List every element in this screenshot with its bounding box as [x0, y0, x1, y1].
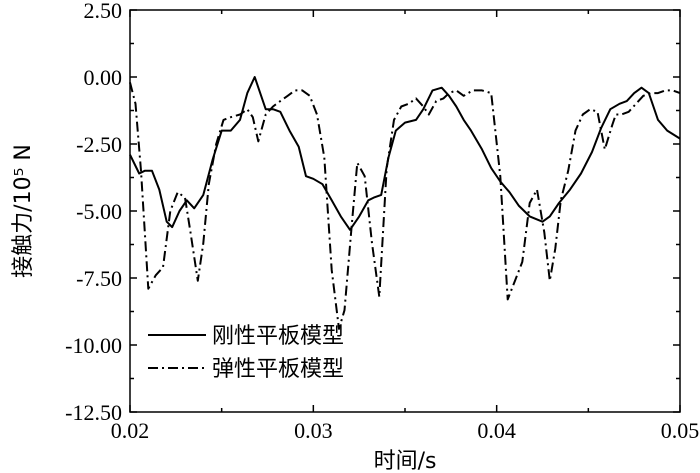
x-tick-label: 0.04 [477, 418, 516, 443]
x-axis-title: 时间/s [374, 449, 437, 473]
legend-label-elastic: 弹性平板模型 [212, 357, 344, 382]
x-axis-tick-labels: 0.02 0.03 0.04 0.05 [111, 418, 700, 443]
series-line-elastic [129, 82, 681, 330]
y-tick-label: -5.00 [76, 199, 122, 224]
y-tick-label: -2.50 [76, 132, 122, 157]
series-line-rigid [129, 76, 681, 231]
legend: 刚性平板模型 弹性平板模型 [148, 324, 344, 382]
y-tick-label: 0.00 [84, 65, 123, 90]
x-tick-label: 0.03 [294, 418, 333, 443]
plot-frame [129, 9, 681, 413]
x-tick-label: 0.02 [111, 418, 150, 443]
y-tick-label: 2.50 [84, 0, 123, 23]
x-tick-label: 0.05 [661, 418, 700, 443]
legend-label-rigid: 刚性平板模型 [212, 324, 344, 349]
y-axis-title: 接触力/10⁵ N [11, 144, 36, 278]
axis-ticks [129, 9, 681, 413]
y-tick-label: -10.00 [65, 333, 122, 358]
y-axis-tick-labels: 2.50 0.00 -2.50 -5.00 -7.50 -10.00 -12.50 [65, 0, 122, 425]
series-layer [129, 76, 681, 330]
y-tick-label: -12.50 [65, 400, 122, 425]
y-tick-label: -7.50 [76, 266, 122, 291]
